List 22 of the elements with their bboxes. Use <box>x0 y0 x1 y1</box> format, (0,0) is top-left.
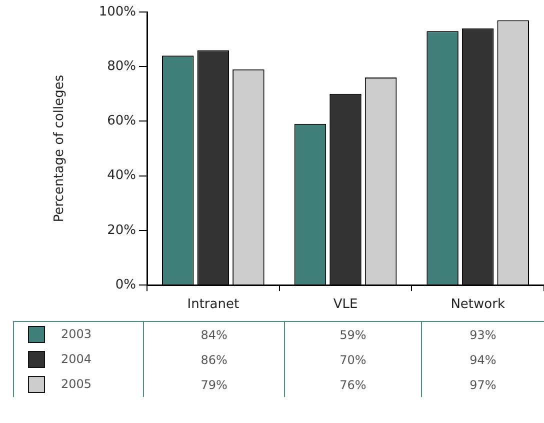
data-label: 70% <box>284 347 422 372</box>
y-tick-label: 80% <box>107 58 136 74</box>
data-label: 94% <box>421 347 544 372</box>
data-label: 97% <box>421 372 544 397</box>
data-label: 93% <box>421 322 544 347</box>
x-tick-label: Network <box>450 297 506 312</box>
data-label: 86% <box>144 347 285 372</box>
data-label: 76% <box>284 372 422 397</box>
data-label: 79% <box>144 372 285 397</box>
data-label: 59% <box>284 322 422 347</box>
y-tick-label: 40% <box>107 168 136 184</box>
y-axis-title: Percentage of colleges <box>52 74 68 222</box>
data-label: 84% <box>144 322 285 347</box>
legend-label: 2004 <box>14 347 144 372</box>
x-tick-label: Intranet <box>187 297 240 312</box>
y-tick-label: 20% <box>107 222 136 238</box>
y-tick-label: 60% <box>107 114 136 129</box>
x-tick-label: VLE <box>333 297 358 312</box>
y-tick-label: 100% <box>98 4 136 20</box>
legend-label: 2005 <box>14 372 144 397</box>
legend-label: 2003 <box>14 322 144 347</box>
y-tick-label: 0% <box>115 277 136 292</box>
